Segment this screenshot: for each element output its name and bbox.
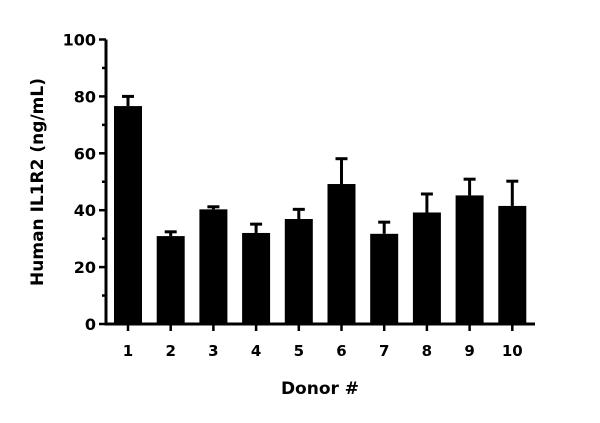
bar-donor-3 xyxy=(199,209,228,324)
x-tick-label: 8 xyxy=(422,342,432,360)
bar-donor-6 xyxy=(327,184,356,324)
bar-donor-4 xyxy=(242,232,271,324)
bar-donor-2 xyxy=(156,236,185,324)
x-tick-label: 1 xyxy=(123,342,133,360)
x-tick-label: 7 xyxy=(379,342,389,360)
bar-donor-1 xyxy=(114,106,142,324)
x-tick-label: 4 xyxy=(251,342,261,360)
x-axis-label: Donor # xyxy=(281,379,359,399)
bar-donor-9 xyxy=(455,195,484,324)
y-tick-label: 40 xyxy=(74,201,96,220)
x-tick-label: 9 xyxy=(464,342,474,360)
y-tick-label: 0 xyxy=(85,315,96,334)
bars-group xyxy=(114,94,527,324)
y-tick-label: 20 xyxy=(74,258,96,277)
bar-donor-8 xyxy=(412,212,441,324)
x-tick-label: 6 xyxy=(336,342,346,360)
x-tick-label: 5 xyxy=(294,342,304,360)
x-tick-label: 10 xyxy=(502,342,523,360)
bar-donor-7 xyxy=(370,233,399,324)
y-tick-label: 60 xyxy=(74,144,96,163)
x-tick-label: 2 xyxy=(165,342,175,360)
y-tick-label: 80 xyxy=(74,87,96,106)
bar-donor-5 xyxy=(284,219,313,324)
bar-donor-10 xyxy=(498,205,527,324)
y-tick-label: 100 xyxy=(63,31,96,50)
y-axis-label: Human IL1R2 (ng/mL) xyxy=(28,78,48,286)
x-tick-label: 3 xyxy=(208,342,218,360)
